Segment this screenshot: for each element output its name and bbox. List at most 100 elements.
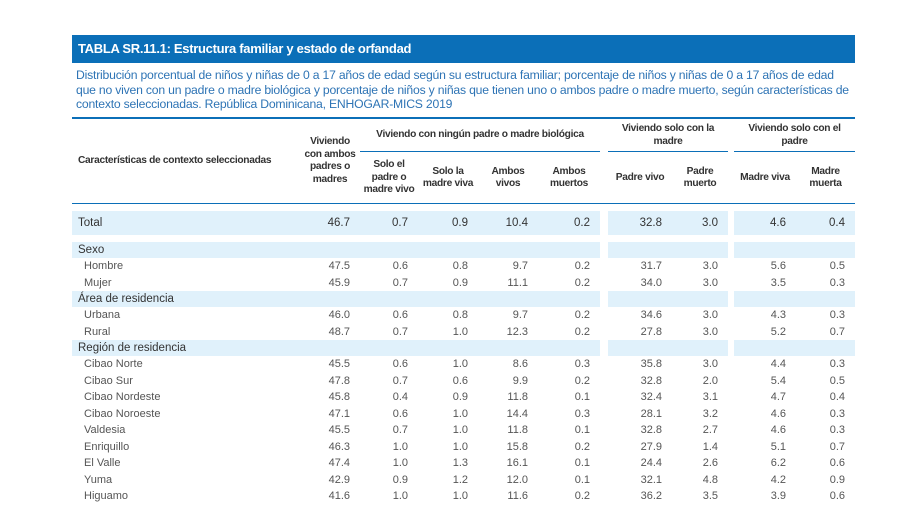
cell-value: 3.0	[702, 276, 718, 289]
cell-value: 0.9	[392, 473, 408, 486]
section-header: Sexo	[72, 242, 855, 258]
table-row: Urbana 46.0 0.6 0.8 9.7 0.2 34.6 3.0 4.3 0.3	[72, 307, 855, 324]
row-label: Higuamo	[84, 490, 129, 502]
row-label: Área de residencia	[72, 291, 300, 307]
cell-value: 3.5	[770, 276, 786, 289]
cell-value: 1.0	[452, 358, 468, 370]
cell-value: 2.7	[702, 424, 718, 436]
cell-value: 0.8	[452, 260, 468, 272]
cell-value: 0.1	[574, 391, 590, 403]
cell-value: 0.6	[829, 457, 845, 469]
cell-value: 3.0	[702, 309, 718, 321]
cell-value: 36.2	[640, 490, 662, 502]
cell-value: 0.6	[452, 374, 468, 387]
cell-value: 0.9	[829, 473, 845, 486]
cell-value: 3.1	[702, 391, 718, 403]
cell-value: 0.7	[392, 374, 408, 387]
cell-value: 0.2	[574, 276, 590, 289]
cell-value: 3.5	[702, 490, 718, 502]
cell-value: 3.0	[672, 211, 728, 235]
cell-value: 0.9	[418, 211, 478, 235]
row-label: El Valle	[84, 457, 121, 469]
table-row: El Valle 47.4 1.0 1.3 16.1 0.1 24.4 2.6 6.2 0.6	[72, 455, 855, 472]
cell-value	[538, 340, 600, 356]
cell-value: 0.3	[829, 407, 845, 420]
column-gap	[728, 274, 734, 291]
cell-value: 0.3	[574, 407, 590, 420]
cell-value: 46.3	[328, 440, 350, 453]
table-row: Higuamo 41.6 1.0 1.0 11.6 0.2 36.2 3.5 3.9 0.6	[72, 488, 855, 505]
column-gap	[600, 356, 608, 373]
column-gap	[600, 471, 608, 488]
header-sub: Ambos vivos	[491, 165, 525, 190]
cell-value: 4.3	[770, 309, 786, 321]
cell-value: 1.0	[452, 407, 468, 420]
column-gap	[600, 211, 608, 235]
cell-value: 34.6	[640, 309, 662, 321]
data-table: Características de contexto seleccionada…	[72, 117, 855, 505]
cell-value	[418, 291, 478, 307]
cell-value: 0.2	[574, 490, 590, 502]
cell-value: 46.7	[300, 211, 360, 235]
header-sub: Solo el padre o madre vivo	[363, 159, 415, 196]
cell-value	[478, 291, 538, 307]
cell-value: 0.2	[574, 309, 590, 321]
cell-value: 11.8	[507, 424, 528, 436]
header-sub: Padre muerto	[683, 165, 717, 190]
cell-value	[672, 340, 728, 356]
cell-value: 4.4	[770, 358, 786, 370]
cell-value: 9.7	[512, 260, 528, 272]
cell-value: 47.1	[328, 407, 350, 420]
cell-value: 1.2	[452, 473, 468, 486]
cell-value: 45.5	[328, 358, 350, 370]
cell-value	[734, 291, 796, 307]
cell-value: 0.6	[829, 490, 845, 502]
row-label: Enriquillo	[84, 440, 130, 453]
cell-value: 11.8	[507, 391, 528, 403]
cell-value: 3.2	[702, 407, 718, 420]
cell-value: 4.6	[770, 424, 786, 436]
cell-value: 1.4	[702, 440, 718, 453]
column-gap	[600, 455, 608, 472]
cell-value: 1.3	[452, 457, 468, 469]
cell-value: 47.5	[328, 260, 350, 272]
cell-value: 4.2	[770, 473, 786, 486]
cell-value: 3.0	[702, 260, 718, 272]
cell-value: 1.0	[452, 325, 468, 338]
cell-value: 0.1	[574, 424, 590, 436]
cell-value: 0.3	[829, 358, 845, 370]
row-label: Cibao Nordeste	[84, 391, 161, 403]
column-gap	[600, 405, 608, 422]
column-gap	[728, 340, 734, 356]
cell-value: 3.9	[770, 490, 786, 502]
cell-value: 27.9	[640, 440, 662, 453]
cell-value: 0.9	[452, 276, 468, 289]
row-label: Cibao Norte	[84, 358, 143, 370]
cell-value: 32.8	[640, 374, 662, 387]
column-gap	[728, 258, 734, 275]
cell-value: 0.7	[392, 424, 408, 436]
cell-value: 48.7	[328, 325, 350, 338]
cell-value: 9.7	[512, 309, 528, 321]
cell-value: 0.2	[574, 440, 590, 453]
cell-value: 2.6	[702, 457, 718, 469]
table-row: Valdesia 45.5 0.7 1.0 11.8 0.1 32.8 2.7 4.6 0.3	[72, 422, 855, 439]
cell-value	[360, 340, 418, 356]
table-title: TABLA SR.11.1: Estructura familiar y est…	[72, 35, 855, 63]
cell-value: 34.0	[640, 276, 662, 289]
cell-value: 4.6	[770, 407, 786, 420]
cell-value: 0.2	[538, 211, 600, 235]
column-gap	[728, 372, 734, 389]
cell-value: 0.4	[829, 391, 845, 403]
column-gap	[728, 455, 734, 472]
cell-value	[538, 291, 600, 307]
cell-value	[672, 291, 728, 307]
cell-value: 0.7	[360, 211, 418, 235]
table-subtitle: Distribución porcentual de niños y niñas…	[76, 68, 849, 111]
cell-value: 32.1	[640, 473, 662, 486]
column-gap	[600, 372, 608, 389]
header-sub: Solo la madre viva	[422, 165, 474, 190]
cell-value: 0.4	[796, 211, 855, 235]
cell-value: 0.7	[829, 440, 845, 453]
cell-value: 42.9	[328, 473, 350, 486]
